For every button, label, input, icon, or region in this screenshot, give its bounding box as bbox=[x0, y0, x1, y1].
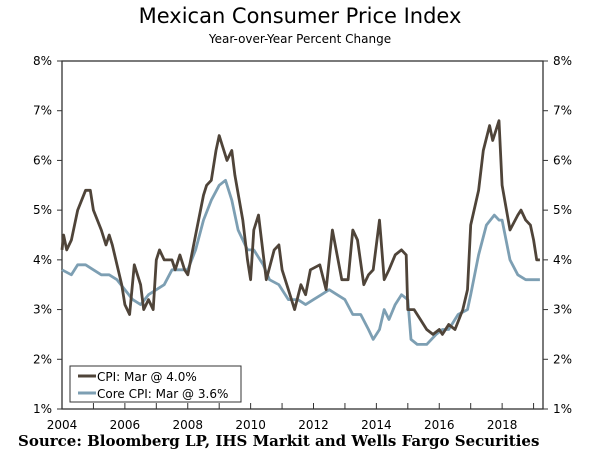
y-tick-label-right: 4% bbox=[553, 253, 572, 267]
y-tick-label-right: 7% bbox=[553, 104, 572, 118]
legend-box bbox=[69, 365, 242, 403]
x-tick-label: 2008 bbox=[172, 418, 203, 432]
y-tick-label-right: 2% bbox=[553, 352, 572, 366]
x-tick-label: 2012 bbox=[298, 418, 329, 432]
y-tick-label-right: 6% bbox=[553, 153, 572, 167]
plot-frame bbox=[61, 60, 544, 410]
y-tick-label-left: 6% bbox=[33, 153, 52, 167]
series-line-cpi bbox=[60, 119, 540, 336]
y-tick-label-left: 4% bbox=[33, 253, 52, 267]
legend-label: Core CPI: Mar @ 3.6% bbox=[97, 387, 228, 401]
chart-subtitle: Year-over-Year Percent Change bbox=[208, 32, 392, 46]
legend-label: CPI: Mar @ 4.0% bbox=[97, 370, 197, 384]
y-tick-label-right: 5% bbox=[553, 203, 572, 217]
y-tick-label-right: 1% bbox=[553, 402, 572, 416]
y-tick-label-left: 2% bbox=[33, 352, 52, 366]
x-tick-label: 2014 bbox=[361, 418, 392, 432]
x-tick-label: 2004 bbox=[47, 418, 78, 432]
y-tick-label-left: 7% bbox=[33, 104, 52, 118]
y-tick-label-left: 1% bbox=[33, 402, 52, 416]
y-tick-label-right: 3% bbox=[553, 303, 572, 317]
y-tick-label-left: 5% bbox=[33, 203, 52, 217]
series-line-core-cpi bbox=[61, 178, 540, 346]
y-tick-label-right: 8% bbox=[553, 54, 572, 68]
source-note: Source: Bloomberg LP, IHS Markit and Wel… bbox=[18, 432, 540, 450]
y-tick-label-left: 3% bbox=[33, 303, 52, 317]
chart-title: Mexican Consumer Price Index bbox=[138, 4, 462, 28]
x-tick-label: 2006 bbox=[110, 418, 141, 432]
x-tick-label: 2016 bbox=[424, 418, 455, 432]
y-tick-label-left: 8% bbox=[33, 54, 52, 68]
x-tick-label: 2010 bbox=[235, 418, 266, 432]
x-tick-label: 2018 bbox=[487, 418, 518, 432]
